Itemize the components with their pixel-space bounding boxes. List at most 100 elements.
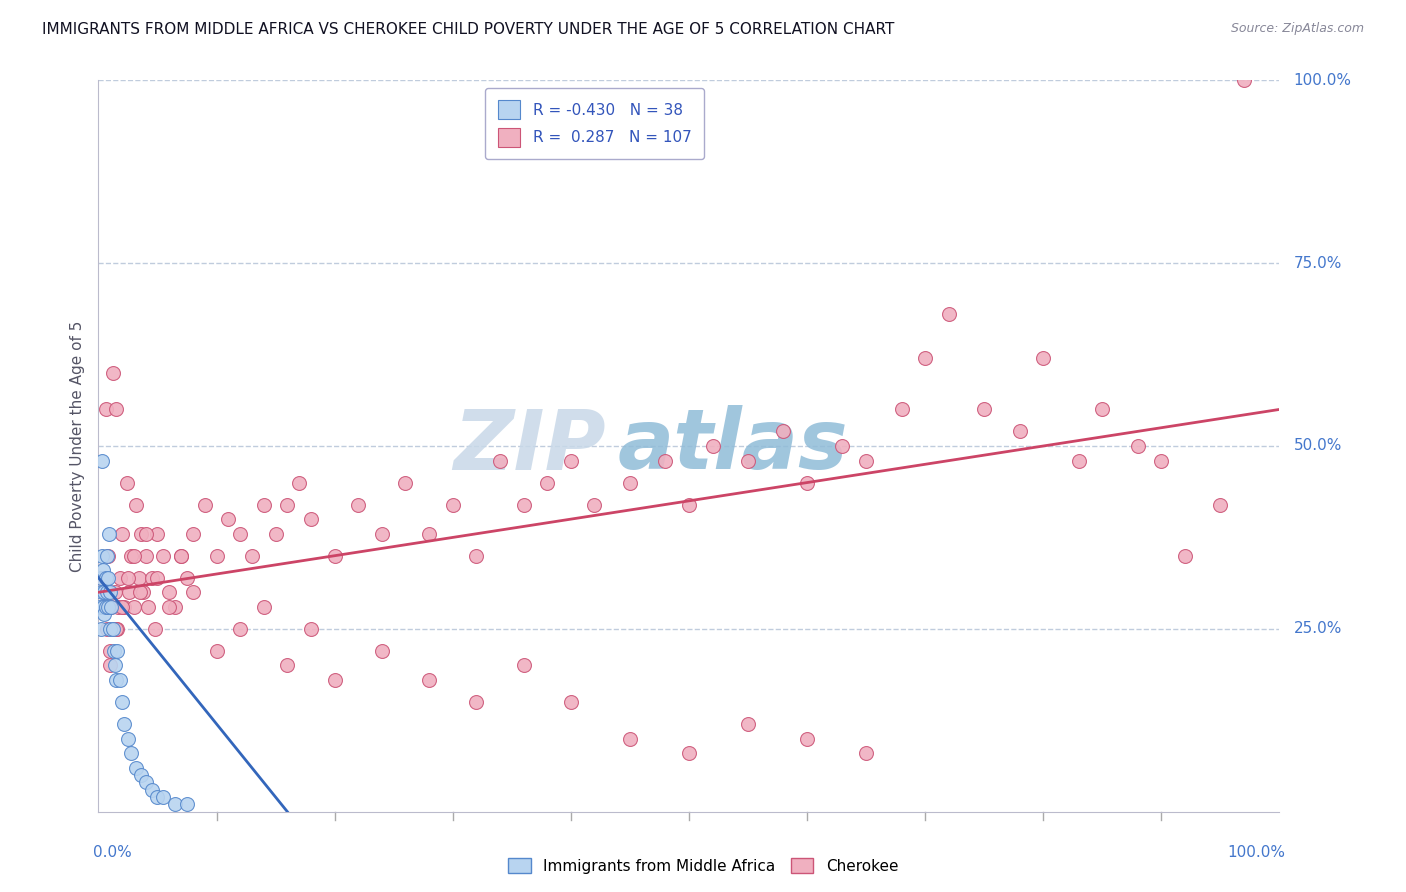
Point bbox=[512, 658, 534, 673]
Point bbox=[96, 622, 118, 636]
Point bbox=[97, 549, 120, 563]
Point bbox=[176, 571, 198, 585]
Point bbox=[111, 599, 134, 614]
Point bbox=[157, 599, 180, 614]
Point bbox=[91, 599, 114, 614]
Point bbox=[855, 453, 877, 467]
Point bbox=[103, 622, 125, 636]
Point bbox=[107, 599, 129, 614]
Point bbox=[141, 782, 163, 797]
Point bbox=[394, 475, 416, 490]
Point bbox=[117, 571, 139, 585]
Point bbox=[128, 585, 150, 599]
Point bbox=[129, 526, 152, 541]
Point bbox=[323, 673, 346, 687]
Point bbox=[103, 644, 125, 658]
Point bbox=[128, 571, 150, 585]
Point bbox=[146, 526, 169, 541]
Point bbox=[135, 526, 157, 541]
Point bbox=[93, 599, 115, 614]
Point bbox=[217, 512, 239, 526]
Point bbox=[772, 425, 794, 439]
Text: IMMIGRANTS FROM MIDDLE AFRICA VS CHEROKEE CHILD POVERTY UNDER THE AGE OF 5 CORRE: IMMIGRANTS FROM MIDDLE AFRICA VS CHEROKE… bbox=[42, 22, 894, 37]
Point bbox=[1032, 351, 1054, 366]
Text: ZIP: ZIP bbox=[454, 406, 606, 486]
Point bbox=[465, 695, 488, 709]
Point bbox=[165, 599, 187, 614]
Legend: Immigrants from Middle Africa, Cherokee: Immigrants from Middle Africa, Cherokee bbox=[502, 852, 904, 880]
Point bbox=[112, 717, 135, 731]
Text: Source: ZipAtlas.com: Source: ZipAtlas.com bbox=[1230, 22, 1364, 36]
Point bbox=[97, 599, 120, 614]
Point bbox=[91, 549, 114, 563]
Point bbox=[91, 453, 114, 467]
Point bbox=[264, 526, 287, 541]
Text: 75.0%: 75.0% bbox=[1294, 256, 1341, 270]
Point bbox=[1091, 402, 1114, 417]
Point bbox=[371, 644, 394, 658]
Point bbox=[194, 498, 217, 512]
Point bbox=[441, 498, 464, 512]
Point bbox=[299, 512, 322, 526]
Point bbox=[105, 622, 128, 636]
Point bbox=[796, 731, 818, 746]
Point bbox=[101, 622, 124, 636]
Point bbox=[94, 599, 117, 614]
Point bbox=[122, 599, 145, 614]
Point bbox=[94, 402, 117, 417]
Point bbox=[136, 599, 159, 614]
Point bbox=[654, 453, 676, 467]
Point bbox=[1209, 498, 1232, 512]
Point bbox=[100, 599, 122, 614]
Point bbox=[152, 790, 174, 805]
Point bbox=[1174, 549, 1197, 563]
Point bbox=[98, 622, 121, 636]
Point bbox=[181, 526, 204, 541]
Legend: R = -0.430   N = 38, R =  0.287   N = 107: R = -0.430 N = 38, R = 0.287 N = 107 bbox=[485, 88, 703, 159]
Point bbox=[678, 746, 700, 760]
Point bbox=[97, 571, 120, 585]
Point bbox=[323, 549, 346, 563]
Point bbox=[98, 526, 121, 541]
Point bbox=[583, 498, 606, 512]
Point bbox=[115, 475, 138, 490]
Point bbox=[105, 673, 128, 687]
Point bbox=[619, 475, 641, 490]
Point bbox=[111, 695, 134, 709]
Point bbox=[104, 585, 127, 599]
Point bbox=[1008, 425, 1031, 439]
Point bbox=[299, 622, 322, 636]
Point bbox=[98, 658, 121, 673]
Point bbox=[93, 607, 115, 622]
Point bbox=[560, 695, 582, 709]
Point bbox=[152, 549, 174, 563]
Point bbox=[143, 622, 166, 636]
Point bbox=[105, 402, 128, 417]
Point bbox=[118, 585, 141, 599]
Point bbox=[98, 644, 121, 658]
Point bbox=[465, 549, 488, 563]
Point bbox=[122, 549, 145, 563]
Point bbox=[619, 731, 641, 746]
Point bbox=[890, 402, 912, 417]
Point bbox=[101, 366, 124, 380]
Text: 25.0%: 25.0% bbox=[1294, 622, 1341, 636]
Point bbox=[91, 571, 114, 585]
Point bbox=[276, 498, 298, 512]
Point bbox=[91, 585, 114, 599]
Point bbox=[89, 599, 111, 614]
Point bbox=[418, 673, 440, 687]
Point bbox=[737, 717, 759, 731]
Point bbox=[170, 549, 193, 563]
Point bbox=[973, 402, 995, 417]
Point bbox=[288, 475, 311, 490]
Point bbox=[91, 563, 114, 577]
Point bbox=[96, 549, 118, 563]
Point bbox=[132, 585, 155, 599]
Point bbox=[347, 498, 370, 512]
Point bbox=[125, 761, 148, 775]
Point bbox=[129, 768, 152, 782]
Text: 0.0%: 0.0% bbox=[93, 845, 131, 860]
Text: 100.0%: 100.0% bbox=[1294, 73, 1351, 87]
Point bbox=[240, 549, 263, 563]
